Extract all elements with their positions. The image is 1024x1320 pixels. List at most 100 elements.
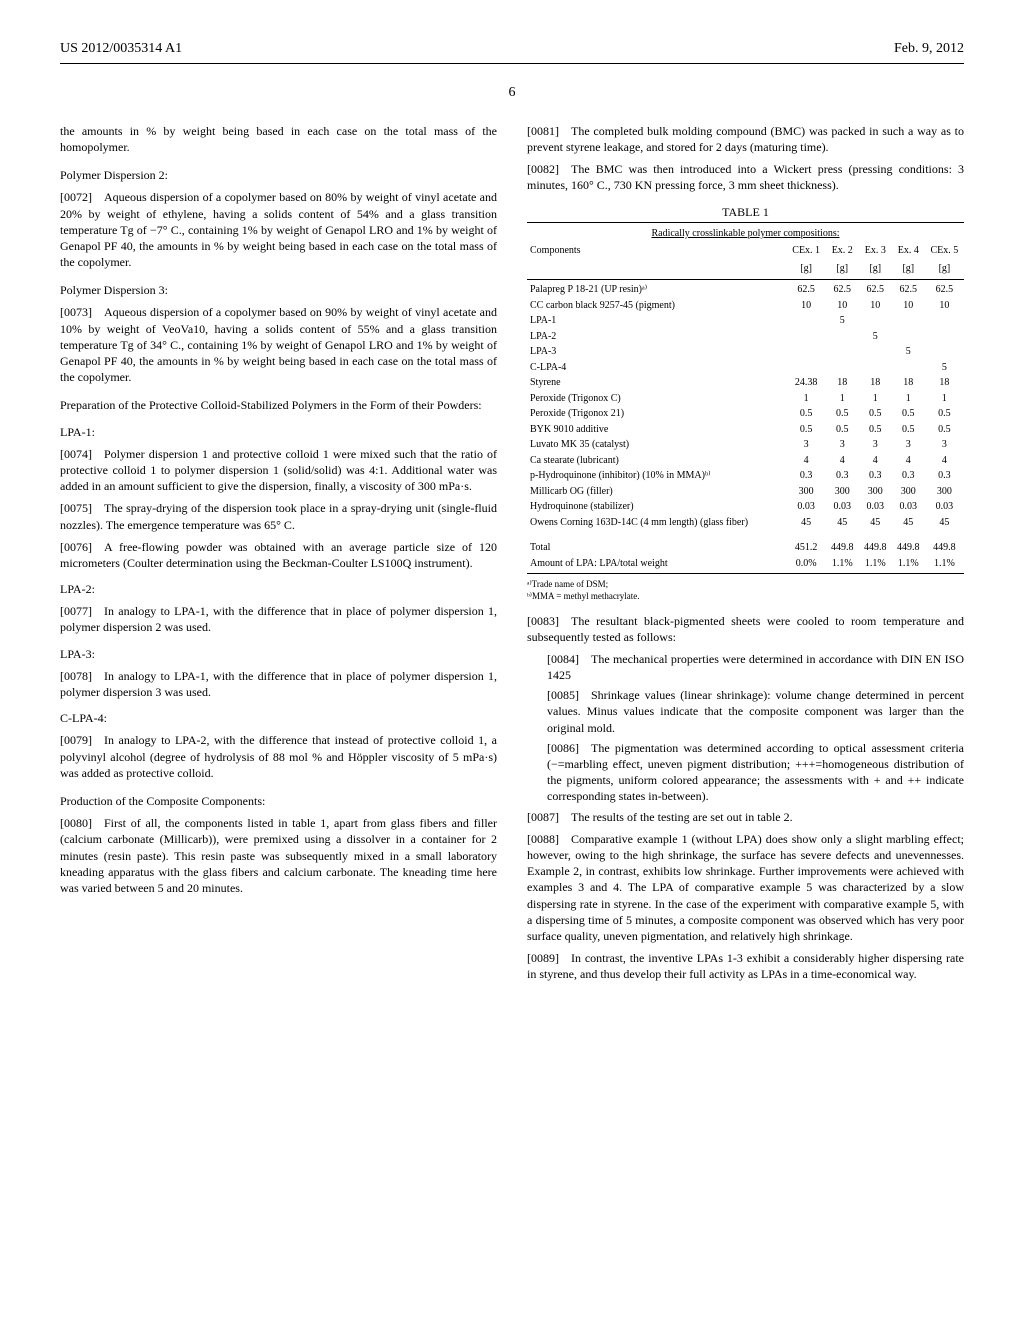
row-label: LPA-2 [527, 329, 787, 345]
row-label: BYK 9010 additive [527, 422, 787, 438]
table-row: Millicarb OG (filler)300300300300300 [527, 484, 964, 500]
cell-value: 0.5 [787, 406, 826, 422]
section-heading: Preparation of the Protective Colloid-St… [60, 397, 497, 413]
cell-value: 3 [787, 437, 826, 453]
row-label: Amount of LPA: LPA/total weight [527, 556, 787, 572]
cell-value [925, 313, 964, 329]
lpa-heading: C-LPA-4: [60, 710, 497, 726]
cell-value [859, 344, 892, 360]
cell-value: 449.8 [826, 540, 859, 556]
footnote-a: ᵃ⁾Trade name of DSM; [527, 578, 964, 590]
cell-value: 0.03 [787, 499, 826, 515]
row-label: Ca stearate (lubricant) [527, 453, 787, 469]
section-heading: Production of the Composite Components: [60, 793, 497, 809]
row-label: Total [527, 540, 787, 556]
table-subcaption: Radically crosslinkable polymer composit… [527, 225, 964, 243]
table-row: C-LPA-4 5 [527, 360, 964, 376]
row-label: p-Hydroquinone (inhibitor) (10% in MMA)ᵇ… [527, 468, 787, 484]
cell-value: 4 [787, 453, 826, 469]
table-1: TABLE 1 Radically crosslinkable polymer … [527, 204, 964, 603]
paragraph: [0088] Comparative example 1 (without LP… [527, 831, 964, 944]
cell-value: 3 [925, 437, 964, 453]
cell-value: 1.1% [826, 556, 859, 572]
table-header-row: Components CEx. 1 Ex. 2 Ex. 3 Ex. 4 CEx.… [527, 242, 964, 260]
cell-value: 18 [925, 375, 964, 391]
cell-value [787, 329, 826, 345]
cell-value: 62.5 [787, 282, 826, 298]
section-heading: Polymer Dispersion 2: [60, 167, 497, 183]
cell-value: 3 [826, 437, 859, 453]
cell-value: 5 [859, 329, 892, 345]
col-header: CEx. 5 [925, 242, 964, 260]
cell-value [826, 360, 859, 376]
cell-value: 0.5 [859, 422, 892, 438]
paragraph: [0080] First of all, the components list… [60, 815, 497, 896]
cell-value: 1 [925, 391, 964, 407]
page-number: 6 [60, 84, 964, 103]
cell-value: 0.5 [925, 422, 964, 438]
cell-value: 45 [787, 515, 826, 531]
table-row: Ca stearate (lubricant)44444 [527, 453, 964, 469]
cell-value: 0.3 [826, 468, 859, 484]
cell-value [892, 360, 925, 376]
cell-value: 1 [859, 391, 892, 407]
paragraph: [0084] The mechanical properties were de… [527, 651, 964, 683]
paragraph: [0078] In analogy to LPA-1, with the dif… [60, 668, 497, 700]
lpa-heading: LPA-1: [60, 424, 497, 440]
cell-value: 4 [925, 453, 964, 469]
cell-value [925, 344, 964, 360]
table-row: Styrene24.3818181818 [527, 375, 964, 391]
row-label: Peroxide (Trigonox C) [527, 391, 787, 407]
table-head: Components CEx. 1 Ex. 2 Ex. 3 Ex. 4 CEx.… [527, 242, 964, 277]
paragraph: [0079] In analogy to LPA-2, with the dif… [60, 732, 497, 781]
table-row: LPA-15 [527, 313, 964, 329]
table-totals: Total451.2449.8449.8449.8449.8Amount of … [527, 540, 964, 571]
cell-value: 18 [826, 375, 859, 391]
col-header: [g] [925, 260, 964, 278]
cell-value: 5 [925, 360, 964, 376]
cell-value: 300 [859, 484, 892, 500]
paragraph: [0085] Shrinkage values (linear shrinkag… [527, 687, 964, 736]
cell-value: 0.5 [892, 422, 925, 438]
table-row: Hydroquinone (stabilizer)0.030.030.030.0… [527, 499, 964, 515]
cell-value: 0.5 [787, 422, 826, 438]
cell-value: 10 [925, 298, 964, 314]
cell-value: 449.8 [859, 540, 892, 556]
row-label: LPA-3 [527, 344, 787, 360]
row-label: C-LPA-4 [527, 360, 787, 376]
cell-value [892, 313, 925, 329]
cell-value: 5 [826, 313, 859, 329]
cell-value [925, 329, 964, 345]
cell-value: 5 [892, 344, 925, 360]
paragraph: [0086] The pigmentation was determined a… [527, 740, 964, 805]
row-label: Millicarb OG (filler) [527, 484, 787, 500]
cell-value [859, 313, 892, 329]
cell-value: 1 [892, 391, 925, 407]
cell-value [826, 344, 859, 360]
col-header: Ex. 2 [826, 242, 859, 260]
table-row: Peroxide (Trigonox C)11111 [527, 391, 964, 407]
cell-value: 1.1% [925, 556, 964, 572]
col-header: Ex. 3 [859, 242, 892, 260]
cell-value: 62.5 [925, 282, 964, 298]
cell-value: 45 [826, 515, 859, 531]
cell-value: 300 [892, 484, 925, 500]
cell-value [787, 313, 826, 329]
table-row: Owens Corning 163D-14C (4 mm length) (gl… [527, 515, 964, 531]
table-row: CC carbon black 9257-45 (pigment)1010101… [527, 298, 964, 314]
cell-value: 10 [826, 298, 859, 314]
col-header: Components [527, 242, 787, 260]
cell-value: 0.3 [892, 468, 925, 484]
composition-table: Components CEx. 1 Ex. 2 Ex. 3 Ex. 4 CEx.… [527, 242, 964, 571]
cell-value: 449.8 [925, 540, 964, 556]
cell-value: 451.2 [787, 540, 826, 556]
cell-value [859, 360, 892, 376]
cell-value: 0.5 [859, 406, 892, 422]
paragraph: [0074] Polymer dispersion 1 and protecti… [60, 446, 497, 495]
col-header: [g] [859, 260, 892, 278]
table-row: LPA-3 5 [527, 344, 964, 360]
cell-value: 10 [892, 298, 925, 314]
table-row: Peroxide (Trigonox 21)0.50.50.50.50.5 [527, 406, 964, 422]
col-header: [g] [787, 260, 826, 278]
col-header: [g] [892, 260, 925, 278]
